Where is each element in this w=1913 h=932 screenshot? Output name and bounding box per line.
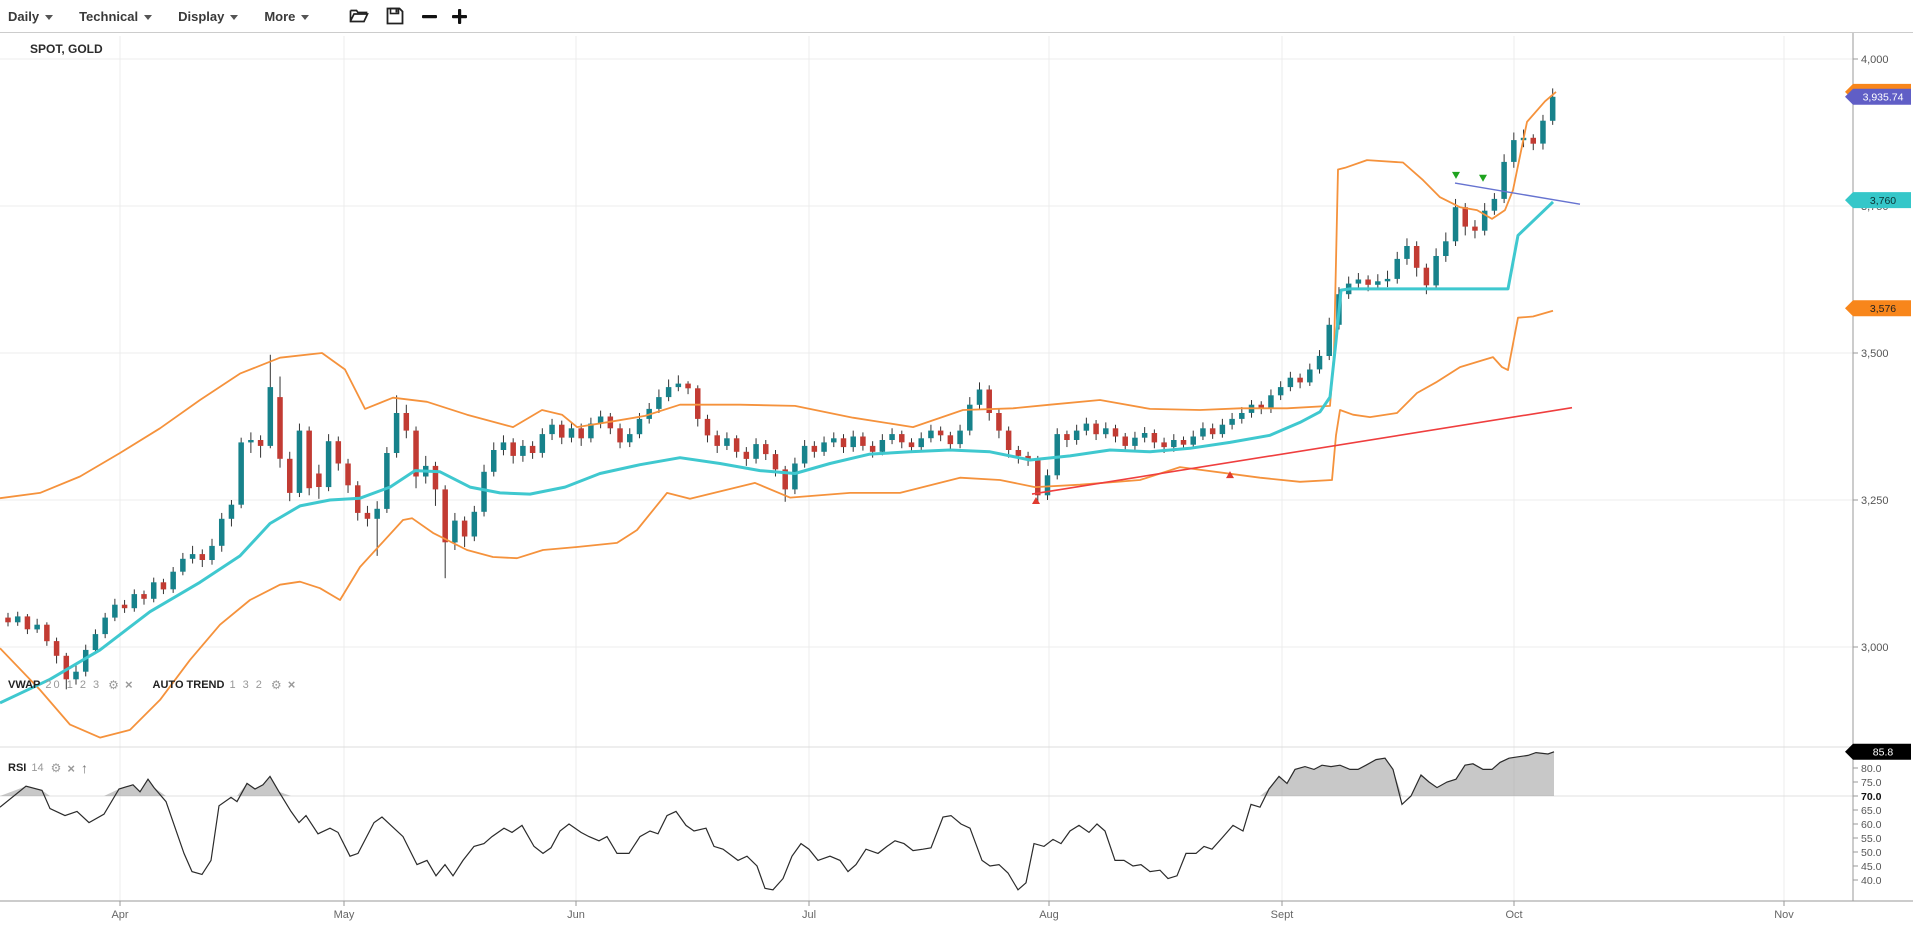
- svg-text:Jun: Jun: [567, 909, 585, 921]
- chevron-down-icon: [144, 14, 153, 20]
- toolbar: Daily Technical Display More: [0, 0, 1913, 33]
- gear-icon[interactable]: ⚙: [50, 761, 62, 775]
- svg-text:40.0: 40.0: [1861, 875, 1882, 887]
- menu-more-label: More: [264, 8, 296, 24]
- gear-icon[interactable]: ⚙: [270, 677, 282, 692]
- open-folder-icon: [350, 9, 370, 23]
- gridlines: [0, 36, 1853, 901]
- svg-text:60.0: 60.0: [1861, 819, 1882, 831]
- svg-text:3,760: 3,760: [1870, 195, 1896, 207]
- svg-text:55.0: 55.0: [1861, 833, 1882, 845]
- svg-text:3,000: 3,000: [1861, 642, 1889, 654]
- svg-text:Nov: Nov: [1774, 909, 1794, 921]
- chevron-down-icon: [230, 14, 239, 20]
- plus-icon: [452, 8, 468, 24]
- svg-text:50.0: 50.0: [1861, 847, 1882, 859]
- svg-text:45.0: 45.0: [1861, 861, 1882, 873]
- menu-technical[interactable]: Technical: [79, 8, 153, 24]
- indicator-row-vwap: VWAP 20 1 2 3 ⚙ × AUTO TREND 1 3 2 ⚙ ×: [8, 677, 301, 692]
- indicator-row-rsi: RSI 14 ⚙ × ↑: [8, 760, 94, 776]
- candles-layer: [5, 88, 1556, 690]
- rsi-label: RSI: [8, 762, 27, 774]
- svg-text:Sept: Sept: [1271, 909, 1294, 921]
- menu-more[interactable]: More: [264, 8, 310, 24]
- rsi-params: 14: [31, 762, 44, 774]
- svg-text:4,000: 4,000: [1861, 54, 1889, 66]
- svg-text:3,576: 3,576: [1870, 303, 1896, 315]
- price-tags: 3,935.74 3,760 3,576 85.8: [1845, 83, 1911, 760]
- svg-text:75.0: 75.0: [1861, 777, 1882, 789]
- symbol-label: SPOT, GOLD: [30, 42, 103, 56]
- svg-text:70.0: 70.0: [1861, 791, 1882, 803]
- svg-text:3,250: 3,250: [1861, 495, 1889, 507]
- overlays-layer: [0, 91, 1581, 739]
- menu-daily[interactable]: Daily: [8, 8, 54, 24]
- auto-trend-params: 1 3 2: [229, 678, 264, 691]
- menu-technical-label: Technical: [79, 8, 139, 24]
- vwap-params: 20 1 2 3: [45, 678, 102, 691]
- menu-display-label: Display: [178, 8, 225, 24]
- close-icon[interactable]: ×: [67, 760, 75, 776]
- zoom-out-button[interactable]: [421, 8, 438, 25]
- svg-text:80.0: 80.0: [1861, 763, 1882, 775]
- svg-text:85.8: 85.8: [1873, 747, 1894, 759]
- svg-text:Jul: Jul: [802, 909, 816, 921]
- open-folder-button[interactable]: [349, 7, 370, 25]
- svg-text:65.0: 65.0: [1861, 805, 1882, 817]
- menu-daily-label: Daily: [8, 8, 40, 24]
- minus-icon: [422, 14, 438, 18]
- chevron-down-icon: [45, 14, 54, 20]
- gear-icon[interactable]: ⚙: [108, 677, 119, 692]
- svg-text:Aug: Aug: [1039, 909, 1059, 921]
- svg-text:May: May: [334, 909, 355, 921]
- close-icon[interactable]: ×: [124, 677, 133, 692]
- vwap-label: VWAP: [8, 678, 41, 691]
- zoom-in-button[interactable]: [451, 8, 468, 25]
- rsi-plot: [0, 751, 1555, 891]
- svg-text:3,935.74: 3,935.74: [1863, 92, 1904, 104]
- svg-text:Apr: Apr: [111, 909, 128, 921]
- up-arrow-icon[interactable]: ↑: [80, 760, 88, 776]
- close-icon[interactable]: ×: [287, 677, 296, 692]
- menu-display[interactable]: Display: [178, 8, 239, 24]
- svg-text:3,500: 3,500: [1861, 348, 1889, 360]
- axes: 4,0003,7503,5003,2503,00080.075.070.065.…: [0, 33, 1913, 921]
- auto-trend-label: AUTO TREND: [152, 678, 225, 691]
- price-chart-canvas[interactable]: 4,0003,7503,5003,2503,00080.075.070.065.…: [0, 33, 1913, 927]
- save-icon: [387, 7, 404, 25]
- save-button[interactable]: [386, 7, 404, 25]
- svg-text:Oct: Oct: [1505, 909, 1522, 921]
- chevron-down-icon: [301, 14, 310, 20]
